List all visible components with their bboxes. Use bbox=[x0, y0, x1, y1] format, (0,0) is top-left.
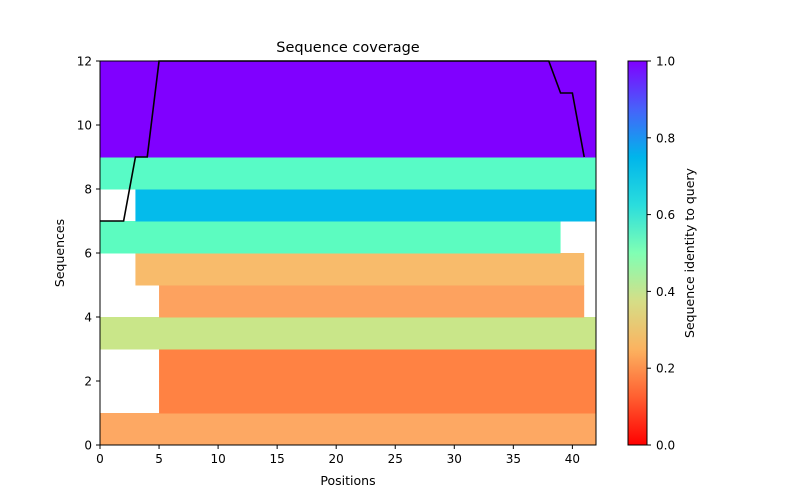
coverage-cell-row-3 bbox=[100, 317, 596, 350]
colorbar-tick-label: 1.0 bbox=[656, 55, 675, 69]
colorbar-tick-label: 0.8 bbox=[656, 131, 675, 145]
x-tick-label: 40 bbox=[565, 452, 580, 466]
coverage-cell-row-6 bbox=[100, 221, 561, 254]
coverage-cell-row-8 bbox=[100, 157, 596, 190]
x-axis-label: Positions bbox=[320, 473, 375, 488]
coverage-cell-row-4 bbox=[159, 285, 585, 318]
colorbar-tick-label: 0.2 bbox=[656, 362, 675, 376]
coverage-cell-row-7 bbox=[135, 189, 596, 222]
y-axis-label: Sequences bbox=[52, 219, 67, 287]
y-tick-label: 8 bbox=[84, 183, 92, 197]
coverage-cell-row-0 bbox=[100, 413, 596, 446]
colorbar-ticks: 0.0 0.2 0.4 0.6 0.8 1.0 bbox=[647, 55, 675, 453]
y-tick-label: 12 bbox=[77, 55, 92, 69]
y-tick-label: 6 bbox=[84, 247, 92, 261]
x-tick-label: 35 bbox=[506, 452, 521, 466]
colorbar-tick-label: 0.6 bbox=[656, 208, 675, 222]
colorbar bbox=[627, 60, 648, 446]
x-tick-label: 15 bbox=[270, 452, 285, 466]
coverage-cell-row-2 bbox=[159, 349, 597, 382]
coverage-cell-row-9 bbox=[100, 125, 596, 158]
x-tick-label: 30 bbox=[447, 452, 462, 466]
coverage-cell-row-1 bbox=[159, 381, 597, 414]
coverage-cell-row-11 bbox=[100, 61, 596, 94]
colorbar-label: Sequence identity to query bbox=[682, 167, 697, 338]
x-tick-label: 5 bbox=[155, 452, 163, 466]
y-tick-label: 4 bbox=[84, 311, 92, 325]
y-tick-label: 2 bbox=[84, 375, 92, 389]
coverage-cell-row-5 bbox=[135, 253, 585, 286]
coverage-cell-row-10 bbox=[100, 93, 596, 126]
x-tick-label: 10 bbox=[210, 452, 225, 466]
plot-area bbox=[100, 61, 597, 446]
colorbar-tick-label: 0.4 bbox=[656, 285, 675, 299]
y-axis: 0 2 4 6 8 10 12 bbox=[77, 55, 100, 453]
y-tick-label: 10 bbox=[77, 119, 92, 133]
x-axis: 0 5 10 15 20 25 30 35 40 bbox=[96, 445, 580, 466]
chart-title: Sequence coverage bbox=[276, 40, 420, 56]
x-tick-label: 0 bbox=[96, 452, 104, 466]
x-tick-label: 20 bbox=[329, 452, 344, 466]
x-tick-label: 25 bbox=[388, 452, 403, 466]
colorbar-tick-label: 0.0 bbox=[656, 439, 675, 453]
y-tick-label: 0 bbox=[84, 439, 92, 453]
